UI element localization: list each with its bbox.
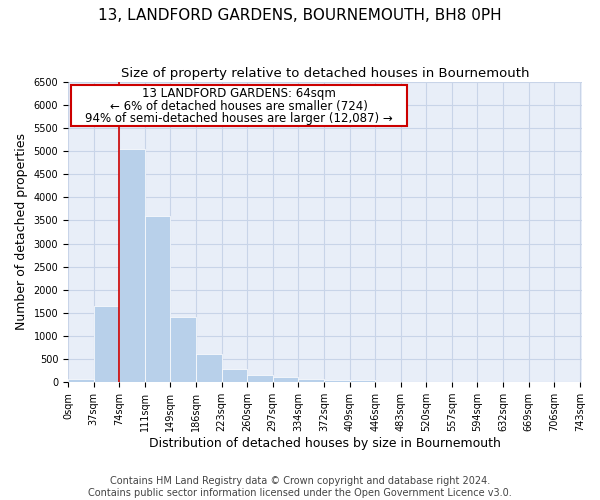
Text: ← 6% of detached houses are smaller (724): ← 6% of detached houses are smaller (724… [110, 100, 368, 112]
Bar [273, 377, 298, 382]
Text: 94% of semi-detached houses are larger (12,087) →: 94% of semi-detached houses are larger (… [85, 112, 393, 125]
Text: 13 LANDFORD GARDENS: 64sqm: 13 LANDFORD GARDENS: 64sqm [142, 88, 336, 101]
Bar [68, 378, 94, 382]
Text: 13, LANDFORD GARDENS, BOURNEMOUTH, BH8 0PH: 13, LANDFORD GARDENS, BOURNEMOUTH, BH8 0… [98, 8, 502, 22]
Bar [221, 369, 247, 382]
Bar [350, 380, 375, 382]
Bar [94, 306, 119, 382]
Bar [298, 379, 324, 382]
Y-axis label: Number of detached properties: Number of detached properties [15, 134, 28, 330]
Bar [145, 216, 170, 382]
Bar [71, 85, 407, 126]
Bar [196, 354, 221, 382]
Bar [170, 318, 196, 382]
Bar [119, 148, 145, 382]
X-axis label: Distribution of detached houses by size in Bournemouth: Distribution of detached houses by size … [149, 437, 501, 450]
Title: Size of property relative to detached houses in Bournemouth: Size of property relative to detached ho… [121, 68, 529, 80]
Bar [247, 376, 273, 382]
Text: Contains HM Land Registry data © Crown copyright and database right 2024.
Contai: Contains HM Land Registry data © Crown c… [88, 476, 512, 498]
Bar [324, 380, 350, 382]
